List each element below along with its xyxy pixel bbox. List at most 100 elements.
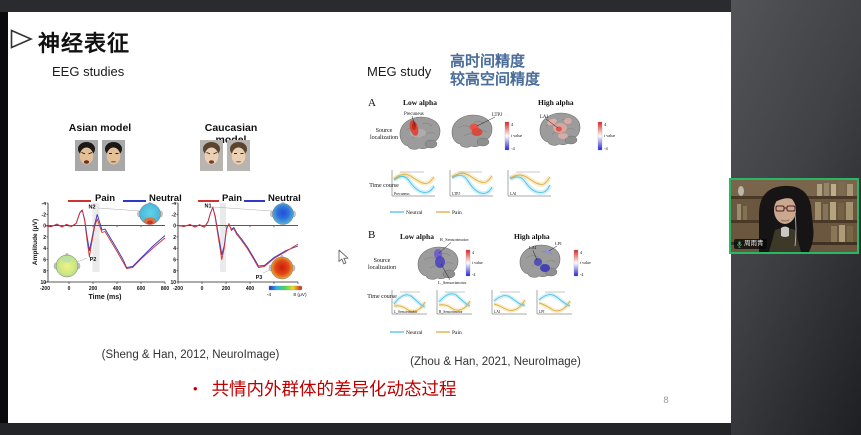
topomap-n2 bbox=[137, 202, 163, 225]
bookshelf-books bbox=[737, 182, 853, 242]
meg-panel-b: B Low alpha High alpha Source localizati… bbox=[367, 229, 591, 336]
neutral-legend-line bbox=[244, 200, 265, 202]
tvalue-label: t value bbox=[604, 133, 615, 138]
axis-tick-label: 2 bbox=[43, 235, 46, 241]
pain-waveform bbox=[44, 209, 166, 269]
neutral-legend-label: Neutral bbox=[406, 330, 423, 336]
tvalue-max: 4 bbox=[472, 250, 475, 255]
tvalue-max: 4 bbox=[511, 122, 514, 127]
low-alpha-label: Low alpha bbox=[403, 98, 437, 107]
erp-right-plot: -4 -2 0 2 4 6 8 10 -200 0 200 400 600 80… bbox=[170, 202, 307, 298]
region-label: Precuneus bbox=[394, 192, 410, 196]
topomap-p3 bbox=[268, 254, 296, 280]
axis-tick-label: 10 bbox=[170, 280, 176, 286]
slide-title: 神经表征 bbox=[38, 31, 131, 56]
person bbox=[759, 185, 814, 252]
asian-pain-face bbox=[75, 140, 98, 171]
asian-neutral-face bbox=[102, 140, 125, 171]
axis-tick-label: -2 bbox=[172, 212, 177, 218]
participant-nametag: 周雨青 bbox=[734, 239, 767, 249]
n2-peak-label: N2 bbox=[88, 205, 95, 211]
slide-page-number: 8 bbox=[663, 395, 669, 406]
source-localization-label: Source bbox=[374, 258, 391, 264]
brain-sensorimotor bbox=[417, 246, 459, 280]
region-label: LPI bbox=[555, 241, 562, 246]
brain-lai-lpi bbox=[519, 244, 561, 278]
webcam-tile[interactable]: 周雨青 bbox=[729, 178, 859, 254]
erp-figure: -4 -2 0 2 4 6 8 10 -200 0 200 400 600 80… bbox=[32, 202, 307, 301]
region-label: R_Sensorimotor bbox=[439, 310, 463, 314]
window-left-border bbox=[0, 12, 8, 435]
meg-citation: (Zhou & Han, 2021, NeuroImage) bbox=[410, 356, 581, 368]
meg-note-line2: 较高空间精度 bbox=[450, 71, 541, 88]
time-course-label: Time course bbox=[367, 294, 397, 300]
tvalue-min: -4 bbox=[580, 272, 584, 277]
axis-tick-label: -200 bbox=[173, 286, 183, 292]
takeaway-line: • 共情内外群体的差异化动态过程 bbox=[193, 376, 457, 401]
neutral-legend-label: Neutral bbox=[268, 193, 301, 204]
eeg-heading: EEG studies bbox=[52, 64, 125, 79]
source-localization-label: localization bbox=[368, 265, 396, 271]
pain-waveform bbox=[177, 206, 299, 268]
tvalue-min: -4 bbox=[604, 146, 608, 151]
region-label: R_Sensorimotor bbox=[440, 237, 469, 242]
region-label: LTPJ bbox=[492, 113, 502, 118]
participant-name: 周雨青 bbox=[744, 240, 764, 247]
axis-tick-label: 0 bbox=[173, 224, 176, 230]
region-label: LTPJ bbox=[452, 192, 460, 196]
mic-icon bbox=[737, 240, 742, 248]
neutral-legend-line bbox=[123, 200, 146, 202]
mouse-cursor bbox=[338, 249, 349, 265]
region-label: L_Sensorimotor bbox=[438, 280, 467, 285]
brain-precuneus bbox=[399, 116, 441, 150]
window-top-border bbox=[0, 0, 731, 12]
p3-peak-label: P3 bbox=[256, 275, 263, 281]
takeaway-bullet: • bbox=[193, 381, 198, 396]
axis-tick-label: 6 bbox=[43, 258, 46, 264]
region-label: LAI bbox=[529, 245, 537, 250]
title-triangle-icon bbox=[10, 29, 34, 49]
neutral-legend-label: Neutral bbox=[149, 193, 182, 204]
region-label: LAI bbox=[510, 192, 517, 196]
tvalue-label: t value bbox=[580, 260, 591, 265]
axis-tick-label: 4 bbox=[43, 246, 46, 252]
axis-tick-label: -2 bbox=[42, 212, 47, 218]
tvalue-label: t value bbox=[472, 260, 483, 265]
tvalue-min: -4 bbox=[472, 272, 476, 277]
takeaway-text: 共情内外群体的差异化动态过程 bbox=[211, 379, 457, 399]
timecourse-plot: LAI bbox=[507, 170, 553, 197]
region-label: LAI bbox=[540, 115, 548, 120]
tvalue-colorbar bbox=[573, 249, 579, 277]
colorbar-min-label: -4 bbox=[267, 292, 272, 298]
axis-tick-label: 400 bbox=[113, 286, 122, 292]
pain-legend-label: Pain bbox=[95, 193, 116, 204]
pain-legend-line bbox=[68, 200, 91, 202]
caucasian-neutral-face bbox=[227, 140, 250, 171]
axis-tick-label: 10 bbox=[40, 280, 46, 286]
topomap-p2 bbox=[53, 252, 81, 278]
meg-panel-a: A Low alpha High alpha Source localizati… bbox=[368, 97, 615, 216]
timecourse-plot: LTPJ bbox=[449, 170, 495, 197]
axis-tick-label: 0 bbox=[201, 286, 204, 292]
meg-note-line1: 高时间精度 bbox=[450, 53, 526, 70]
axis-tick-label: 600 bbox=[137, 286, 146, 292]
axis-tick-label: 8 bbox=[173, 269, 176, 275]
p2-peak-label: P2 bbox=[90, 257, 97, 263]
time-course-label: Time course bbox=[369, 183, 399, 189]
axis-tick-label: 200 bbox=[89, 286, 98, 292]
axis-tick-label: 4 bbox=[173, 246, 176, 252]
high-alpha-label: High alpha bbox=[538, 98, 574, 107]
timecourse-plot: LAI bbox=[491, 290, 527, 315]
axis-tick-label: 8 bbox=[43, 269, 46, 275]
axis-tick-label: -4 bbox=[42, 202, 47, 207]
axis-tick-label: -200 bbox=[40, 286, 50, 292]
axis-tick-label: 200 bbox=[222, 286, 231, 292]
tvalue-colorbar bbox=[597, 121, 603, 151]
high-alpha-label: High alpha bbox=[514, 232, 550, 241]
axis-tick-label: 800 bbox=[161, 286, 170, 292]
pain-legend-label: Pain bbox=[222, 193, 243, 204]
topomap-n1 bbox=[270, 202, 296, 225]
panel-b-tag: B bbox=[368, 229, 375, 241]
window-bottom-border bbox=[0, 423, 731, 435]
